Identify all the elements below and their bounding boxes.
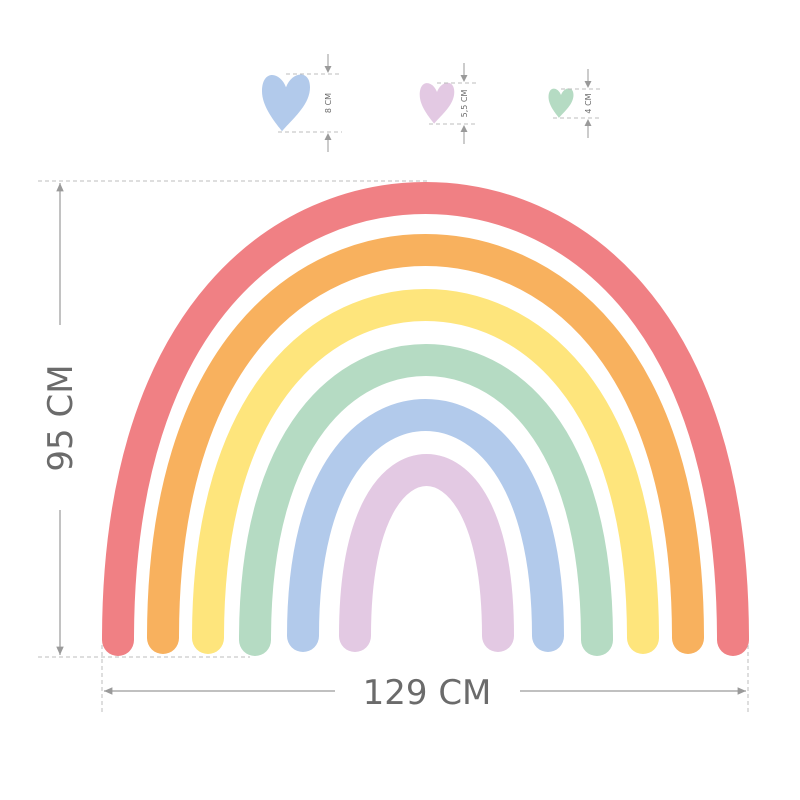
heart-size-label: 5,5 CM xyxy=(460,90,469,118)
heart-icon xyxy=(262,74,310,132)
heart-size-label: 4 CM xyxy=(584,93,593,113)
arrow-head-icon xyxy=(460,125,468,132)
arrow-head-icon xyxy=(56,646,64,655)
height-label: 95 CM xyxy=(41,364,81,471)
dimension-guides xyxy=(38,180,749,712)
arrow-head-icon xyxy=(584,81,592,88)
heart-size-item: 4 CM xyxy=(548,69,602,138)
rainbow-band xyxy=(339,453,514,652)
heart-size-item: 5,5 CM xyxy=(419,63,478,144)
heart-size-label: 8 CM xyxy=(324,93,333,113)
arrow-head-icon xyxy=(324,66,332,73)
arrow-head-icon xyxy=(56,183,64,192)
arrow-head-icon xyxy=(460,75,468,82)
heart-size-item: 8 CM xyxy=(262,54,342,152)
arrow-head-icon xyxy=(324,133,332,140)
rainbow xyxy=(102,181,749,656)
rainbow-band xyxy=(102,181,749,656)
rainbow-band xyxy=(287,398,564,652)
hearts: 8 CM 5,5 CM 4 CM xyxy=(262,54,602,152)
arrow-head-icon xyxy=(737,687,746,695)
rainbow-band xyxy=(192,288,659,654)
rainbow-band xyxy=(147,233,704,654)
width-label: 129 CM xyxy=(363,673,492,713)
arrow-head-icon xyxy=(584,119,592,126)
heart-icon xyxy=(419,82,455,124)
rainbow-band xyxy=(239,343,613,656)
heart-icon xyxy=(548,88,574,118)
arrow-head-icon xyxy=(104,687,113,695)
